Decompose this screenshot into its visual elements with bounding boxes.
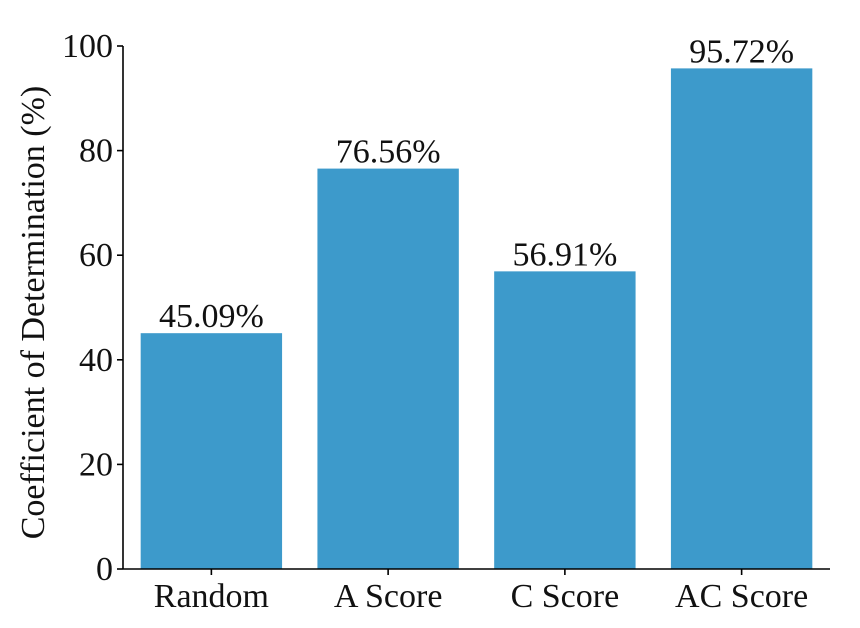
bar-a-score bbox=[317, 168, 459, 570]
y-tick-label-60: 60 bbox=[79, 237, 113, 274]
y-tick-label-40: 40 bbox=[79, 342, 113, 379]
y-axis-title: Coefficient of Determination (%) bbox=[15, 86, 52, 540]
bar-value-label-ac-score: 95.72% bbox=[689, 33, 794, 70]
x-tick-label-a-score: A Score bbox=[334, 578, 443, 615]
y-tick-label-20: 20 bbox=[79, 446, 113, 483]
x-tick-label-c-score: C Score bbox=[511, 578, 620, 615]
bar-data-labels: 45.09% 76.56% 56.91% 95.72% bbox=[159, 33, 794, 335]
bar-value-label-random: 45.09% bbox=[159, 298, 264, 335]
y-tick-label-80: 80 bbox=[79, 133, 113, 170]
axes: Random A Score C Score AC Score 0 20 40 60 80 100 bbox=[62, 28, 830, 615]
y-tick-label-0: 0 bbox=[96, 551, 113, 588]
x-tick-label-random: Random bbox=[154, 578, 269, 615]
bar-value-label-a-score: 76.56% bbox=[336, 134, 441, 171]
bar-ac-score bbox=[670, 68, 813, 569]
bar-random bbox=[140, 333, 283, 569]
bar-c-score bbox=[494, 271, 636, 569]
bars-layer bbox=[140, 68, 813, 570]
bar-value-label-c-score: 56.91% bbox=[512, 236, 617, 273]
x-tick-label-ac-score: AC Score bbox=[675, 578, 808, 615]
y-tick-label-100: 100 bbox=[62, 28, 113, 65]
